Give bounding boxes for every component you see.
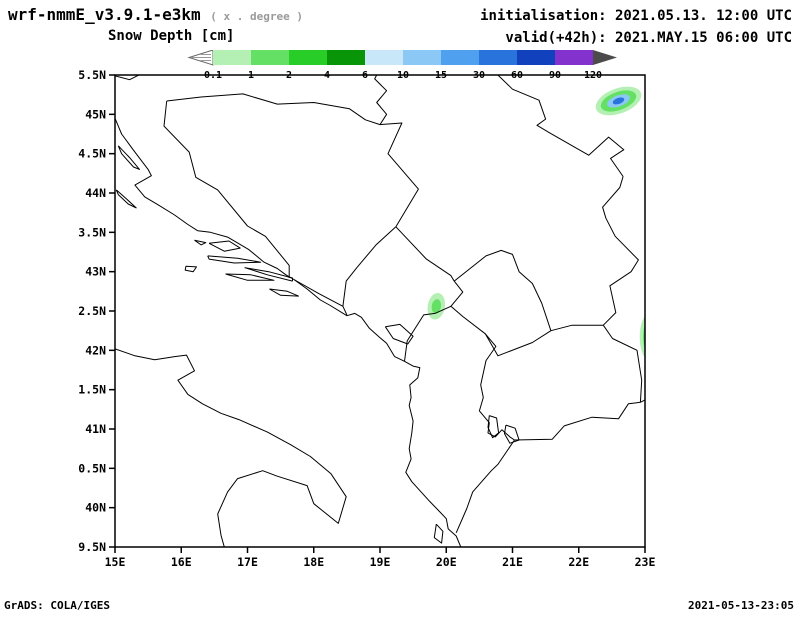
balkans-forecast-map: 45.5N 45N 44.5N 44N 43.5N 43N 42.5N 42N 41.5N 41N… bbox=[78, 68, 656, 569]
svg-text:41N: 41N bbox=[85, 422, 106, 436]
svg-text:41.5N: 41.5N bbox=[78, 383, 106, 397]
svg-text:42.5N: 42.5N bbox=[78, 304, 106, 318]
svg-text:39.5N: 39.5N bbox=[78, 540, 106, 554]
svg-text:16E: 16E bbox=[171, 555, 192, 569]
svg-text:17E: 17E bbox=[237, 555, 258, 569]
svg-text:42N: 42N bbox=[85, 343, 106, 357]
valid-time: valid(+42h): 2021.MAY.15 06:00 UTC bbox=[505, 30, 792, 46]
grads-credit: GrADS: COLA/IGES bbox=[4, 599, 110, 612]
svg-text:43N: 43N bbox=[85, 265, 106, 279]
svg-text:45.5N: 45.5N bbox=[78, 68, 106, 82]
svg-text:15E: 15E bbox=[105, 555, 126, 569]
svg-text:18E: 18E bbox=[303, 555, 324, 569]
plot-title: Snow Depth [cm] bbox=[108, 28, 235, 44]
model-version-label: wrf-nmmE_v3.9.1-e3km bbox=[8, 5, 201, 24]
svg-text:40.5N: 40.5N bbox=[78, 461, 106, 475]
model-header: wrf-nmmE_v3.9.1-e3km ( x . degree ) bbox=[8, 5, 303, 24]
initialisation-time: initialisation: 2021.05.13. 12:00 UTC bbox=[480, 8, 792, 24]
svg-text:20E: 20E bbox=[436, 555, 457, 569]
svg-text:43.5N: 43.5N bbox=[78, 225, 106, 239]
creation-timestamp: 2021-05-13-23:05 bbox=[688, 599, 794, 612]
svg-text:44N: 44N bbox=[85, 186, 106, 200]
svg-text:21E: 21E bbox=[502, 555, 523, 569]
svg-text:44.5N: 44.5N bbox=[78, 147, 106, 161]
svg-text:40N: 40N bbox=[85, 501, 106, 515]
svg-text:19E: 19E bbox=[370, 555, 391, 569]
time-header: initialisation: 2021.05.13. 12:00 UTC va… bbox=[480, 5, 792, 49]
svg-text:23E: 23E bbox=[635, 555, 656, 569]
svg-text:22E: 22E bbox=[568, 555, 589, 569]
model-grid-note: ( x . degree ) bbox=[210, 10, 304, 23]
svg-text:45N: 45N bbox=[85, 107, 106, 121]
